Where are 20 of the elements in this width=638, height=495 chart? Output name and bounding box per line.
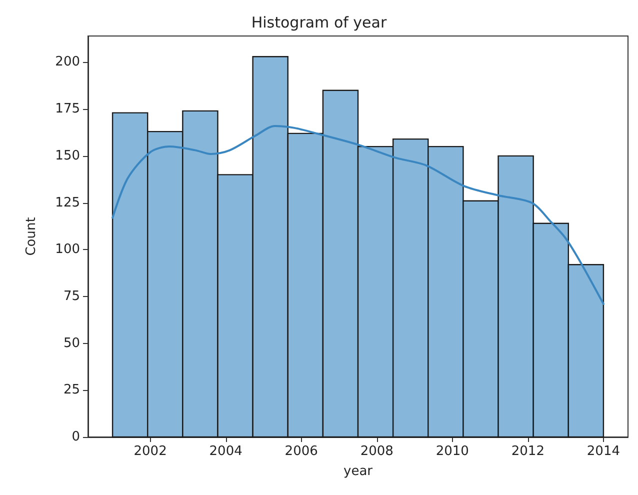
chart-title: Histogram of year: [251, 14, 388, 32]
x-tick-label: 2008: [360, 444, 394, 459]
line-series: [112, 124, 604, 305]
y-tick-label: 200: [55, 54, 80, 70]
y-tick-label: 75: [63, 288, 80, 304]
x-tick-label: 2014: [586, 444, 620, 459]
y-tick-label: 150: [55, 148, 80, 164]
y-tick-label: 0: [72, 430, 80, 444]
x-tick-label: 2012: [511, 444, 544, 459]
x-tick-label: 2002: [134, 444, 167, 459]
x-tick-label: 2004: [209, 444, 242, 459]
y-tick-label: 125: [55, 195, 80, 210]
x-tick-label: 2006: [284, 444, 318, 459]
y-tick-label: 100: [55, 242, 80, 258]
y-tick-label: 25: [63, 382, 80, 398]
x-axis-title: year: [343, 464, 374, 479]
x-tick-label: 2010: [436, 444, 469, 459]
y-tick-label: 175: [55, 102, 80, 117]
y-tick-label: 50: [63, 336, 80, 351]
y-axis-title: Count: [24, 217, 39, 256]
